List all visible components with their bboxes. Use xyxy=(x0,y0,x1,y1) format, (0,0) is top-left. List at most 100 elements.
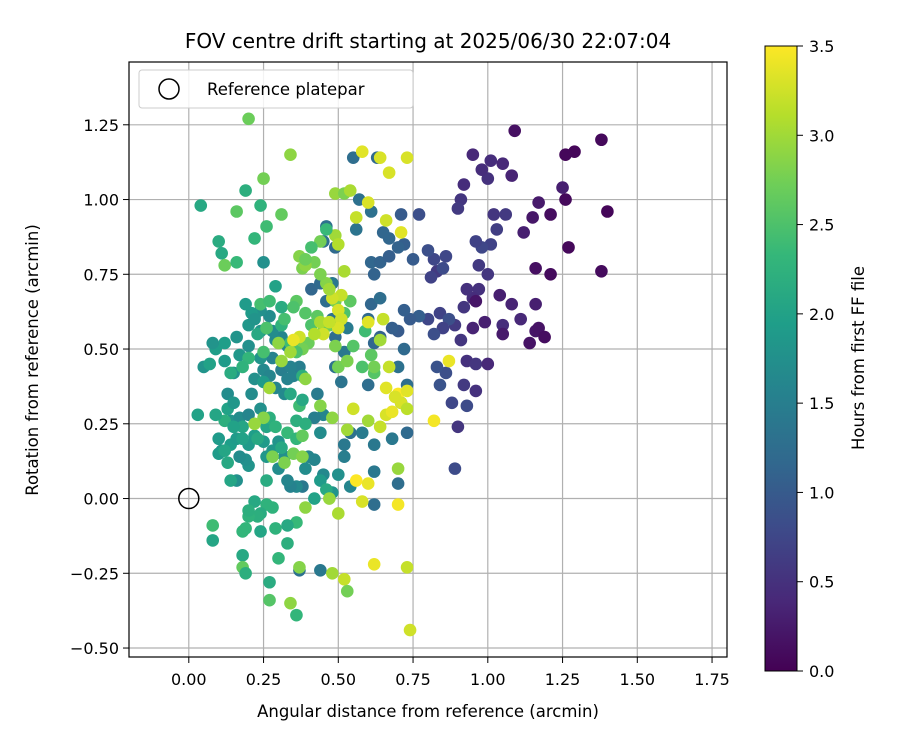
data-point xyxy=(382,360,396,374)
data-point xyxy=(209,408,223,422)
data-point xyxy=(284,345,297,359)
data-point xyxy=(493,288,507,302)
x-tick-label: 1.00 xyxy=(470,670,506,689)
data-point xyxy=(287,300,300,314)
data-point xyxy=(191,408,205,422)
data-point xyxy=(385,321,399,335)
x-tick-label: 0.00 xyxy=(171,670,207,689)
data-point xyxy=(532,196,545,209)
data-point xyxy=(346,339,360,353)
data-point xyxy=(332,507,345,520)
data-point xyxy=(355,495,369,508)
data-point xyxy=(257,345,270,359)
data-point xyxy=(275,300,288,314)
data-point xyxy=(242,408,255,422)
x-tick-label: 1.25 xyxy=(545,670,581,689)
data-point xyxy=(323,315,336,329)
data-point xyxy=(436,262,450,275)
data-point xyxy=(320,223,333,236)
data-point xyxy=(278,312,291,326)
colorbar-ticks: 0.0 0.5 1.0 1.5 2.0 2.5 3.0 3.5 xyxy=(797,37,834,681)
data-point xyxy=(349,223,363,236)
data-point xyxy=(314,426,327,440)
plot-frame xyxy=(128,61,728,658)
data-point xyxy=(532,321,545,335)
data-point xyxy=(329,339,342,353)
data-point xyxy=(367,360,381,374)
data-point xyxy=(337,450,351,463)
data-point xyxy=(299,253,312,266)
data-point xyxy=(242,339,255,353)
data-point xyxy=(433,378,447,392)
data-point xyxy=(478,315,492,329)
data-point xyxy=(562,241,575,254)
data-point xyxy=(400,151,414,164)
data-point xyxy=(236,549,249,562)
data-point xyxy=(406,253,420,266)
data-point xyxy=(296,429,309,443)
data-point xyxy=(290,608,303,622)
data-point xyxy=(263,294,276,308)
data-point xyxy=(469,235,483,248)
data-point xyxy=(206,534,220,547)
data-point xyxy=(364,256,378,269)
data-point xyxy=(424,270,438,284)
data-point xyxy=(442,312,456,326)
data-point xyxy=(314,315,327,329)
data-point xyxy=(233,450,246,463)
y-tick-label: 1.25 xyxy=(83,116,119,135)
data-point xyxy=(257,411,270,425)
data-point xyxy=(496,157,510,170)
data-point xyxy=(308,492,321,505)
data-point xyxy=(439,366,453,380)
data-point xyxy=(379,214,393,227)
data-point xyxy=(523,336,536,350)
data-point xyxy=(595,133,608,147)
data-point xyxy=(475,163,489,176)
data-point xyxy=(508,124,522,138)
data-point xyxy=(337,264,351,278)
data-point xyxy=(221,387,234,401)
data-point xyxy=(281,519,294,532)
data-point xyxy=(281,474,294,487)
data-point xyxy=(394,208,408,221)
data-point xyxy=(314,474,327,487)
data-point xyxy=(212,432,225,446)
data-point xyxy=(227,420,240,434)
data-point xyxy=(367,267,381,281)
data-point xyxy=(260,474,273,487)
data-point xyxy=(305,282,318,296)
data-point xyxy=(314,235,327,248)
data-point xyxy=(490,223,504,236)
data-point xyxy=(215,247,228,260)
data-point xyxy=(595,264,608,278)
data-point xyxy=(263,575,276,589)
data-point xyxy=(361,378,375,392)
data-point xyxy=(218,259,231,272)
data-point xyxy=(457,378,471,392)
y-tick-label: −0.50 xyxy=(70,639,119,658)
colorbar xyxy=(764,45,798,672)
data-point xyxy=(248,312,261,326)
data-point xyxy=(275,441,288,455)
data-point xyxy=(346,402,360,416)
data-point xyxy=(367,498,381,511)
data-point xyxy=(340,354,354,368)
data-point xyxy=(263,593,276,607)
data-point xyxy=(559,148,572,161)
data-point xyxy=(397,303,411,317)
data-point xyxy=(439,250,453,263)
data-point xyxy=(332,238,345,251)
data-point xyxy=(239,566,252,580)
data-point xyxy=(284,148,297,161)
data-point xyxy=(361,196,375,209)
data-point xyxy=(442,354,456,368)
data-point xyxy=(487,208,501,221)
data-point xyxy=(254,199,267,212)
data-point xyxy=(314,563,327,577)
colorbar-tick-label: 3.5 xyxy=(809,37,834,56)
y-tick-label: 0.00 xyxy=(83,490,119,509)
data-point xyxy=(427,253,441,266)
data-point xyxy=(379,381,393,395)
